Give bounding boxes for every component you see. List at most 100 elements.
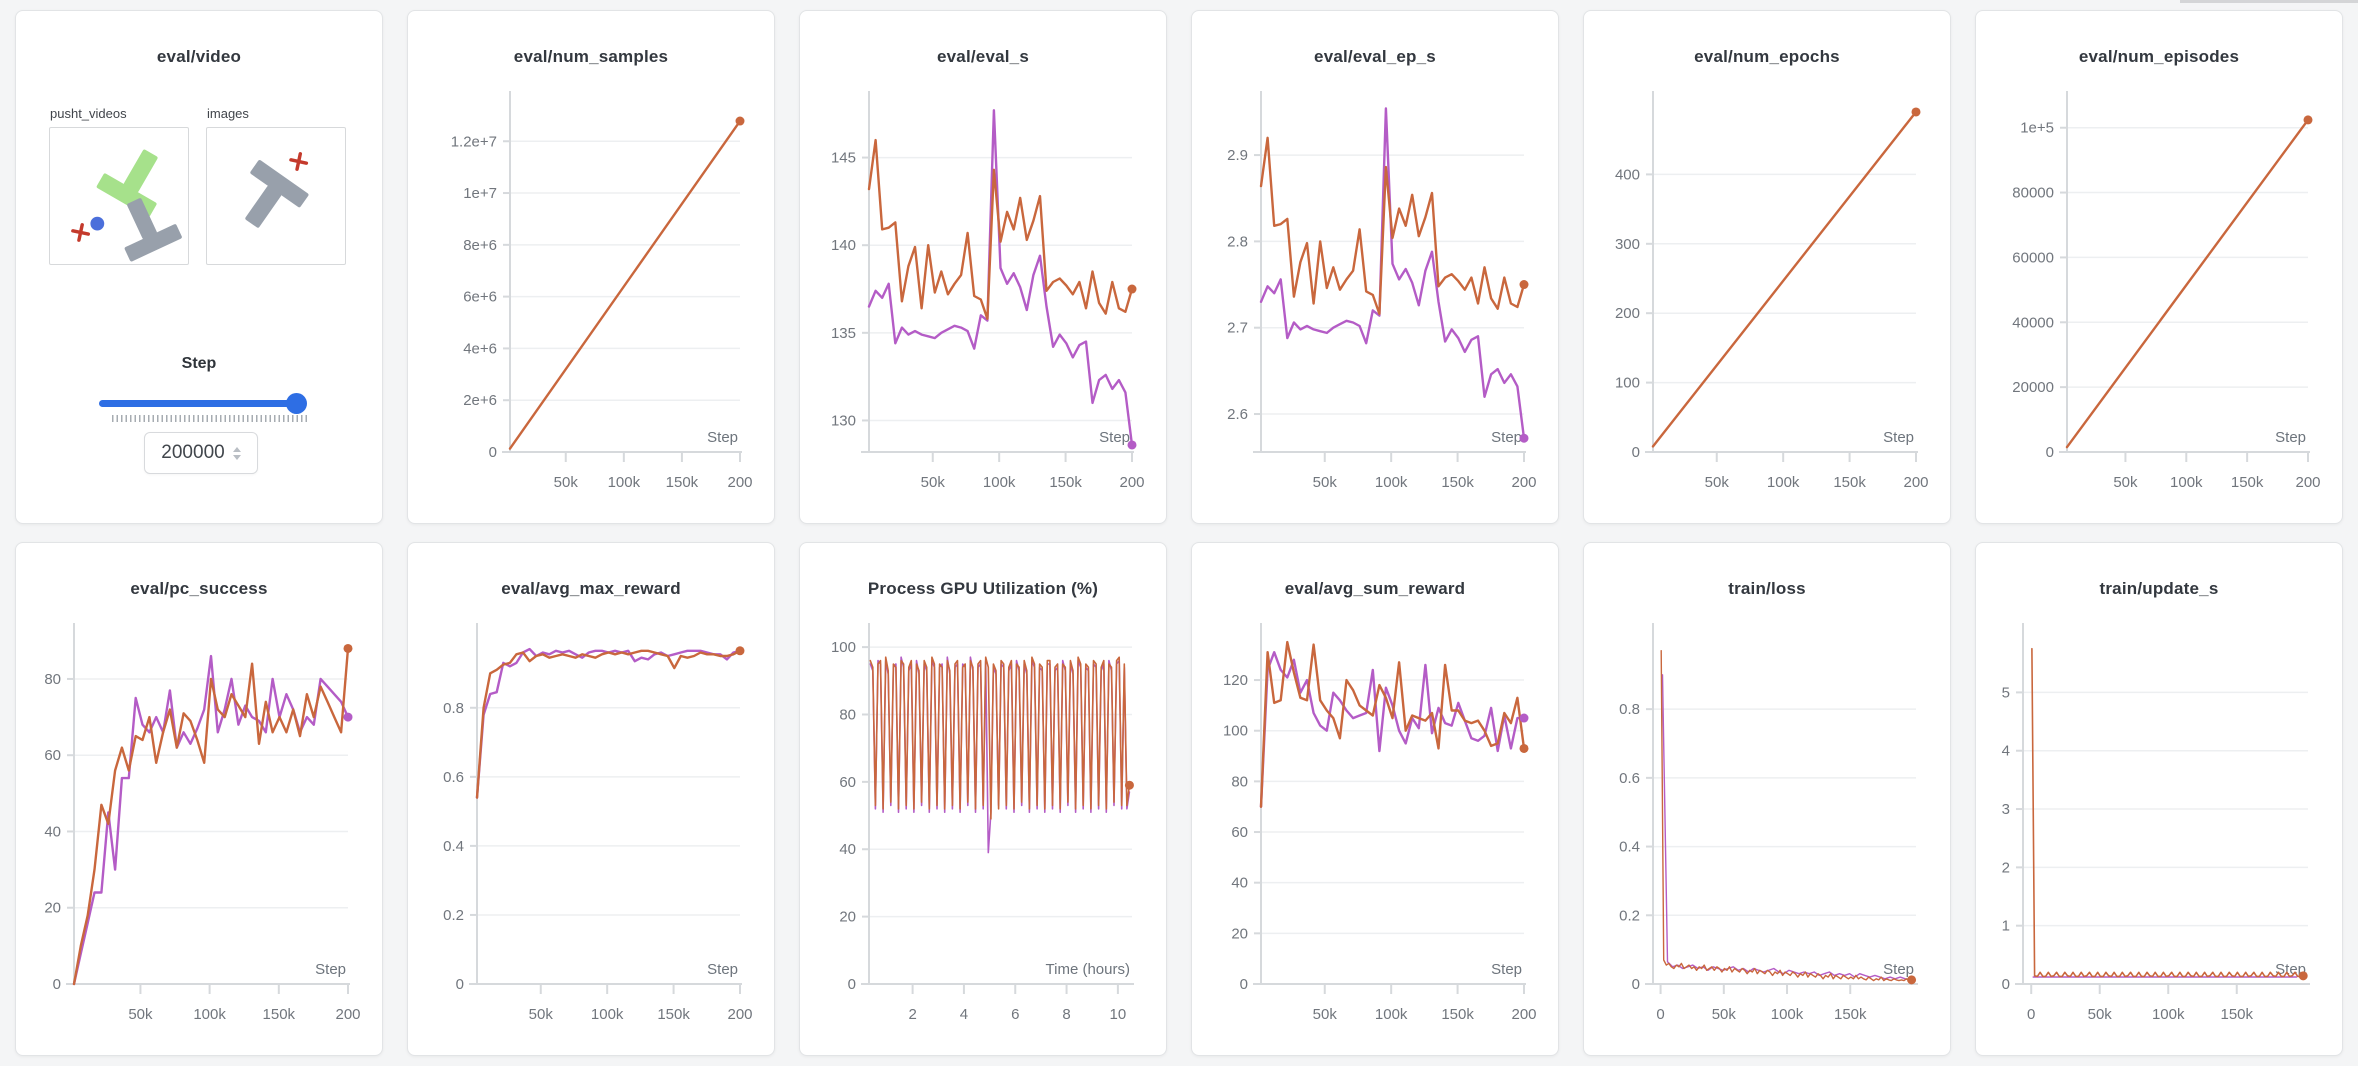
svg-text:150k: 150k [2220, 1006, 2253, 1023]
scrolled-panel-edge [2180, 0, 2358, 3]
slider-track[interactable] [99, 393, 307, 414]
chart-canvas[interactable]: 0 20 40 60 80 50k 100k 150k 200 Step [16, 609, 382, 1053]
svg-text:40: 40 [839, 841, 856, 858]
panel-process-gpu-utilization[interactable]: Process GPU Utilization (%) 0 20 40 60 80 100… [799, 542, 1167, 1056]
svg-text:0.6: 0.6 [443, 769, 464, 786]
panel-eval-pc-success[interactable]: eval/pc_success 0 20 40 60 80 50k 100k 150k 200 S… [15, 542, 383, 1056]
chart-title: eval/avg_max_reward [501, 579, 681, 598]
svg-text:80: 80 [44, 671, 61, 688]
svg-text:60: 60 [1231, 824, 1248, 841]
svg-text:20: 20 [1231, 925, 1248, 942]
chart-canvas[interactable]: 0 0.2 0.4 0.6 0.8 0 50k 100k 150k Step [1584, 609, 1950, 1053]
panel-eval-avg-sum-reward[interactable]: eval/avg_sum_reward 0 20 40 60 80 100 120 50k 10… [1191, 542, 1559, 1056]
step-input[interactable]: 200000 [144, 432, 258, 474]
svg-text:40: 40 [1231, 875, 1248, 892]
svg-text:100k: 100k [1375, 1006, 1408, 1023]
svg-text:100k: 100k [591, 1006, 624, 1023]
svg-text:20: 20 [839, 909, 856, 926]
svg-text:100k: 100k [1771, 1006, 1804, 1023]
chart-canvas[interactable]: 130 135 140 145 50k 100k 150k 200 Step [800, 77, 1166, 521]
chart-canvas[interactable]: 0 2e+6 4e+6 6e+6 8e+6 1e+7 1.2e+7 50k 100k 150k 20… [408, 77, 774, 521]
images-thumbnail[interactable] [206, 127, 346, 265]
svg-text:20000: 20000 [2012, 379, 2054, 396]
svg-text:0: 0 [53, 976, 61, 993]
svg-text:Step: Step [315, 961, 346, 978]
svg-text:0.6: 0.6 [1619, 770, 1640, 787]
panel-eval-eval-s[interactable]: eval/eval_s 130 135 140 145 50k 100k 150k 200 St… [799, 10, 1167, 524]
svg-text:200: 200 [1119, 474, 1144, 491]
svg-text:0: 0 [2046, 444, 2054, 461]
svg-text:135: 135 [831, 325, 856, 342]
chart-canvas[interactable]: 0 1 2 3 4 5 0 50k 100k 150k Step [1976, 609, 2342, 1053]
panel-eval-video[interactable]: eval/video pusht_videos images [15, 10, 383, 524]
slider-tick-ruler [112, 415, 307, 422]
svg-text:150k: 150k [1441, 474, 1474, 491]
svg-text:50k: 50k [2088, 1006, 2113, 1023]
svg-text:200: 200 [727, 474, 752, 491]
svg-text:100k: 100k [2170, 474, 2203, 491]
chart-canvas[interactable]: 2.6 2.7 2.8 2.9 50k 100k 150k 200 Step [1192, 77, 1558, 521]
svg-text:130: 130 [831, 412, 856, 429]
svg-text:4e+6: 4e+6 [463, 340, 497, 357]
pusht-video-thumbnail[interactable] [49, 127, 189, 265]
svg-text:Time (hours): Time (hours) [1046, 961, 1130, 978]
panel-train-update-s[interactable]: train/update_s 0 1 2 3 4 5 0 50k 100k 150k Step [1975, 542, 2343, 1056]
chart-canvas[interactable]: 0 0.2 0.4 0.6 0.8 50k 100k 150k 200 Step [408, 609, 774, 1053]
chart-title: train/update_s [2099, 579, 2219, 598]
svg-text:200: 200 [1511, 474, 1536, 491]
panel-eval-num-episodes[interactable]: eval/num_episodes 0 20000 40000 60000 80000 1… [1975, 10, 2343, 524]
slider-thumb[interactable] [286, 393, 307, 414]
svg-text:200: 200 [1903, 474, 1928, 491]
svg-text:Step: Step [2275, 961, 2306, 978]
step-slider[interactable] [99, 393, 307, 415]
svg-text:1: 1 [2002, 918, 2010, 935]
svg-text:3: 3 [2002, 801, 2010, 818]
panel-eval-eval-ep-s[interactable]: eval/eval_ep_s 2.6 2.7 2.8 2.9 50k 100k 150k 20… [1191, 10, 1559, 524]
chart-canvas[interactable]: 0 20000 40000 60000 80000 1e+5 50k 100k 150k 200 S… [1976, 77, 2342, 521]
panel-eval-avg-max-reward[interactable]: eval/avg_max_reward 0 0.2 0.4 0.6 0.8 50k 100k… [407, 542, 775, 1056]
svg-text:Step: Step [1883, 961, 1914, 978]
step-down-icon[interactable] [232, 454, 241, 460]
svg-text:145: 145 [831, 150, 856, 167]
svg-text:60: 60 [839, 774, 856, 791]
panel-eval-num-samples[interactable]: eval/num_samples 0 2e+6 4e+6 6e+6 8e+6 1e+7 1.… [407, 10, 775, 524]
svg-text:Step: Step [1099, 429, 1130, 446]
svg-text:40000: 40000 [2012, 314, 2054, 331]
svg-text:0.4: 0.4 [1619, 839, 1640, 856]
svg-text:100k: 100k [2152, 1006, 2185, 1023]
svg-text:50k: 50k [1712, 1006, 1737, 1023]
chart-title: eval/num_epochs [1694, 47, 1840, 66]
svg-text:8e+6: 8e+6 [463, 237, 497, 254]
chart-canvas[interactable]: 0 20 40 60 80 100 120 50k 100k 150k 200 Step [1192, 609, 1558, 1053]
stepper-arrows-icon[interactable] [232, 446, 241, 460]
svg-text:Step: Step [1491, 961, 1522, 978]
panel-train-loss[interactable]: train/loss 0 0.2 0.4 0.6 0.8 0 50k 100k 150k Step [1583, 542, 1951, 1056]
svg-text:2: 2 [908, 1006, 916, 1023]
svg-text:50k: 50k [921, 474, 946, 491]
media-caption-images: images [207, 106, 249, 121]
svg-text:150k: 150k [2231, 474, 2264, 491]
svg-text:150k: 150k [1441, 1006, 1474, 1023]
svg-text:0: 0 [848, 976, 856, 993]
svg-text:120: 120 [1223, 672, 1248, 689]
svg-text:20: 20 [44, 900, 61, 917]
step-up-icon[interactable] [232, 446, 241, 452]
panel-eval-num-epochs[interactable]: eval/num_epochs 0 100 200 300 400 50k 100k 150k… [1583, 10, 1951, 524]
svg-text:80000: 80000 [2012, 185, 2054, 202]
svg-text:2.7: 2.7 [1227, 320, 1248, 337]
svg-text:150k: 150k [657, 1006, 690, 1023]
svg-text:1.2e+7: 1.2e+7 [451, 133, 497, 150]
svg-text:50k: 50k [1705, 474, 1730, 491]
svg-text:60000: 60000 [2012, 249, 2054, 266]
svg-text:100k: 100k [193, 1006, 226, 1023]
svg-text:50k: 50k [529, 1006, 554, 1023]
svg-text:100k: 100k [608, 474, 641, 491]
svg-text:50k: 50k [554, 474, 579, 491]
chart-canvas[interactable]: 0 100 200 300 400 50k 100k 150k 200 Step [1584, 77, 1950, 521]
svg-text:0.2: 0.2 [1619, 907, 1640, 924]
svg-text:0: 0 [456, 976, 464, 993]
chart-canvas[interactable]: 0 20 40 60 80 100 2 4 6 8 10 Time (hours) [800, 609, 1166, 1053]
svg-text:300: 300 [1615, 236, 1640, 253]
step-input-value[interactable]: 200000 [161, 442, 225, 463]
